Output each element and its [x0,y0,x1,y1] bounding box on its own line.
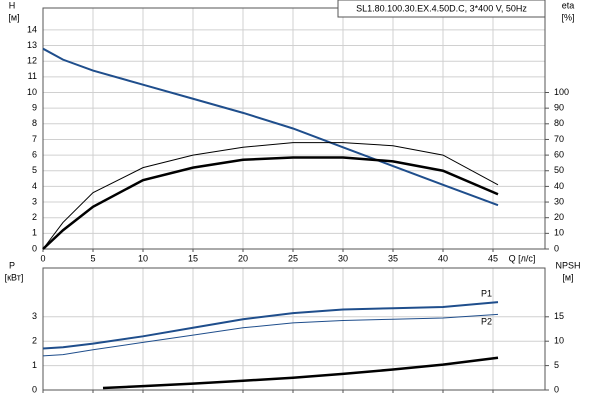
series-line [42,301,499,350]
y-tick-label: 2 [32,336,37,346]
y2-axis-unit: [%] [561,12,574,22]
x-tick-label: 25 [288,253,298,263]
x-tick-label: 35 [388,253,398,263]
y2-tick-label: 10 [554,228,564,238]
series-label: P2 [481,317,492,327]
y2-tick-label: 100 [554,87,569,97]
y-tick-label: 5 [32,165,37,175]
x-tick-label: 45 [488,253,498,263]
y-tick-label: 14 [27,24,37,34]
plot-frame [42,7,546,250]
y-tick-label: 13 [27,40,37,50]
y2-tick-label: 15 [554,311,564,321]
y-tick-label: 8 [32,118,37,128]
y-tick-label: 0 [32,243,37,253]
plot-frame [42,267,546,391]
y-tick-label: 10 [27,87,37,97]
y-tick-label: 9 [32,103,37,113]
y2-tick-label: 5 [554,360,559,370]
y2-tick-label: 50 [554,165,564,175]
y2-tick-label: 70 [554,134,564,144]
y-tick-label: 12 [27,56,37,66]
y2-axis-label: NPSH [555,260,580,270]
y2-tick-label: 80 [554,118,564,128]
chart-title: SL1.80.100.30.EX.4.50D.C, 3*400 V, 50Hz [356,3,527,13]
y-axis-unit: [м] [8,12,19,22]
y-tick-label: 6 [32,149,37,159]
series-line [42,313,499,357]
y2-tick-label: 60 [554,149,564,159]
y-tick-label: 4 [32,181,37,191]
y-axis-label: H [9,0,16,10]
y-tick-label: 3 [32,196,37,206]
y2-tick-label: 40 [554,181,564,191]
y2-axis-label: eta [562,0,575,10]
series-label: P1 [481,289,492,299]
x-tick-label: 10 [138,253,148,263]
y2-axis-unit: [м] [562,272,573,282]
y2-tick-label: 30 [554,196,564,206]
series-line [102,356,499,390]
y2-tick-label: 20 [554,212,564,222]
y-tick-label: 7 [32,134,37,144]
y-tick-label: 1 [32,360,37,370]
y2-tick-label: 90 [554,103,564,113]
y-tick-label: 0 [32,384,37,394]
y2-tick-label: 0 [554,243,559,253]
series-line [42,47,499,207]
y-tick-label: 2 [32,212,37,222]
y2-tick-label: 10 [554,336,564,346]
y-tick-label: 11 [28,71,37,81]
series-line [42,156,499,250]
series-line [42,142,499,250]
x-axis-label: Q [л/с] [509,253,536,263]
x-tick-label: 0 [40,253,45,263]
x-tick-label: 5 [90,253,95,263]
y-tick-label: 3 [32,311,37,321]
title-box [337,0,546,18]
y-axis-label: P [9,260,15,270]
x-tick-label: 20 [238,253,248,263]
x-tick-label: 15 [188,253,198,263]
x-tick-label: 30 [338,253,348,263]
y2-tick-label: 0 [554,384,559,394]
y-tick-label: 1 [32,228,37,238]
x-tick-label: 40 [438,253,448,263]
y-axis-unit: [кВт] [5,272,24,282]
